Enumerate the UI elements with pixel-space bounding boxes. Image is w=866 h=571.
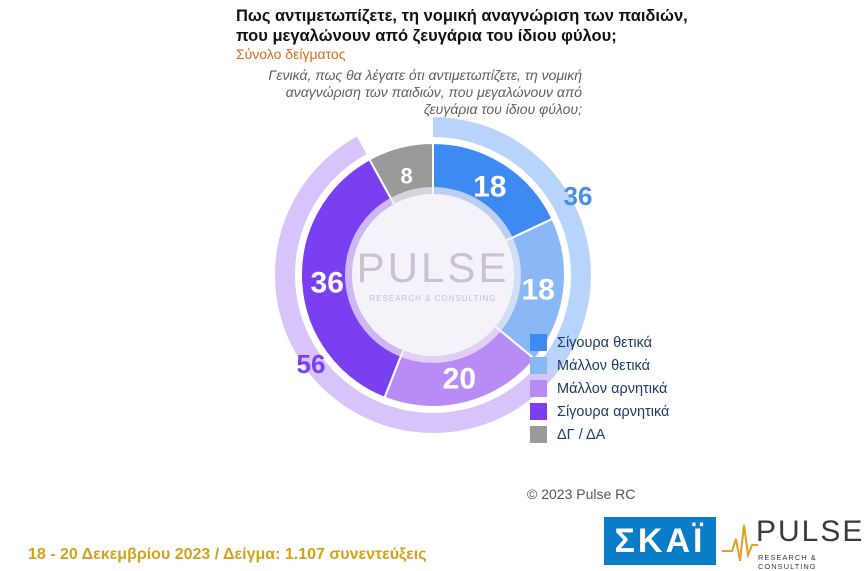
slice-value-label: 18 [521,273,554,306]
legend-swatch [530,334,547,351]
legend-swatch [530,426,547,443]
legend-item: Μάλλον αρνητικά [530,377,669,400]
watermark-word: PULSE [357,244,510,291]
outer-group-label: 36 [564,181,593,211]
chart-subtitle: Σύνολο δείγματος [236,46,346,62]
legend-swatch [530,380,547,397]
watermark-sub: RESEARCH & CONSULTING [369,294,496,303]
legend-label: Σίγουρα θετικά [557,334,653,351]
legend-swatch [530,357,547,374]
legend-label: Μάλλον θετικά [557,357,651,374]
slice-value-label: 20 [443,363,476,396]
question-text: Γενικά, πως θα λέγατε ότι αντιμετωπίζετε… [268,67,582,117]
outer-group-label: 56 [297,349,326,379]
slice-value-label: 8 [401,163,413,188]
pulse-logo-word: PULSE [756,515,865,548]
chart-legend: Σίγουρα θετικά Μάλλον θετικά Μάλλον αρνητι… [530,331,669,446]
outer-group-ring [275,117,591,433]
legend-item: Μάλλον θετικά [530,354,669,377]
pulse-logo-sub: RESEARCH & CONSULTING [758,553,817,571]
copyright: © 2023 Pulse RC [527,486,636,502]
legend-item: ΔΓ / ΔΑ [530,423,669,446]
skai-logo: ΣΚΑΪ [604,517,716,565]
donut-center: PULSE RESEARCH & CONSULTING [345,187,521,363]
footer-info: 18 - 20 Δεκεμβρίου 2023 / Δείγμα: 1.107 … [28,546,427,563]
legend-item: Σίγουρα αρνητικά [530,400,669,423]
legend-label: Σίγουρα αρνητικά [557,403,670,420]
pulse-logo: PULSE RESEARCH & CONSULTING [722,515,865,571]
legend-label: ΔΓ / ΔΑ [557,426,606,443]
outer-group-arc-1 [433,117,591,376]
legend-swatch [530,403,547,420]
chart-title: Πως αντιμετωπίζετε, τη νομική αναγνώριση… [236,7,688,45]
legend-item: Σίγουρα θετικά [530,331,669,354]
legend-label: Μάλλον αρνητικά [557,380,668,397]
pulse-wave-icon [722,524,758,562]
slice-value-label: 36 [311,267,344,300]
slice-value-label: 18 [473,171,506,204]
